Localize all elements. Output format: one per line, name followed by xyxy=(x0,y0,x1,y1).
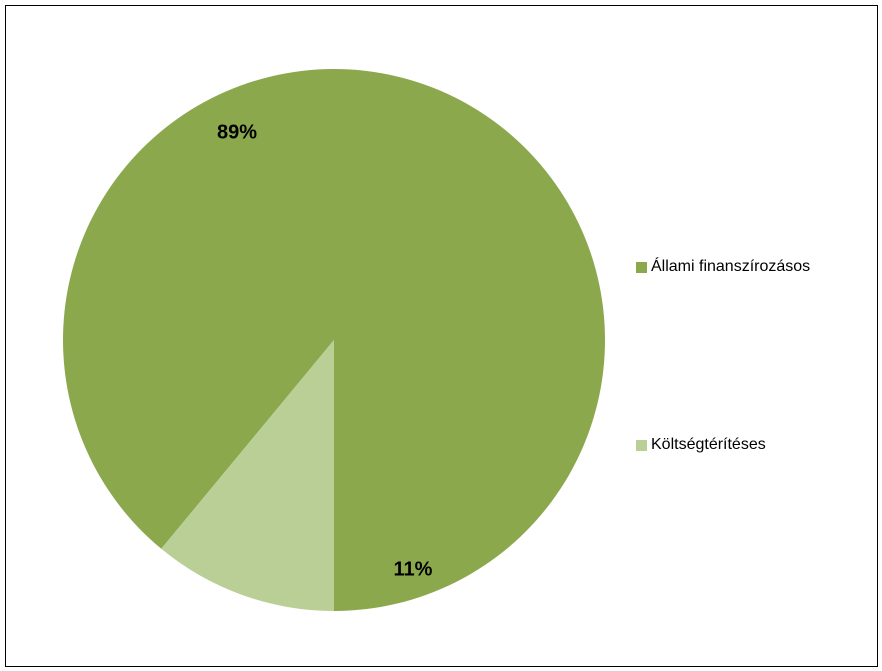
legend-item-allami: Állami finanszírozásos xyxy=(636,258,810,276)
legend-item-koltsegteriteses: Költségtérítéses xyxy=(636,436,766,454)
pie-data-labels: 89% 11% xyxy=(217,121,433,580)
legend-swatch-allami xyxy=(636,261,647,273)
pie-slices xyxy=(63,69,606,612)
data-label-koltsegteriteses: 11% xyxy=(394,558,433,580)
pie-slice-allami xyxy=(63,69,606,612)
legend-label-koltsegteriteses: Költségtérítéses xyxy=(651,436,766,453)
pie-slice-koltsegteriteses xyxy=(161,340,334,611)
legend-label-allami: Állami finanszírozásos xyxy=(651,258,811,275)
legend-swatch-koltsegteriteses xyxy=(636,439,647,451)
data-label-allami: 89% xyxy=(217,121,257,143)
